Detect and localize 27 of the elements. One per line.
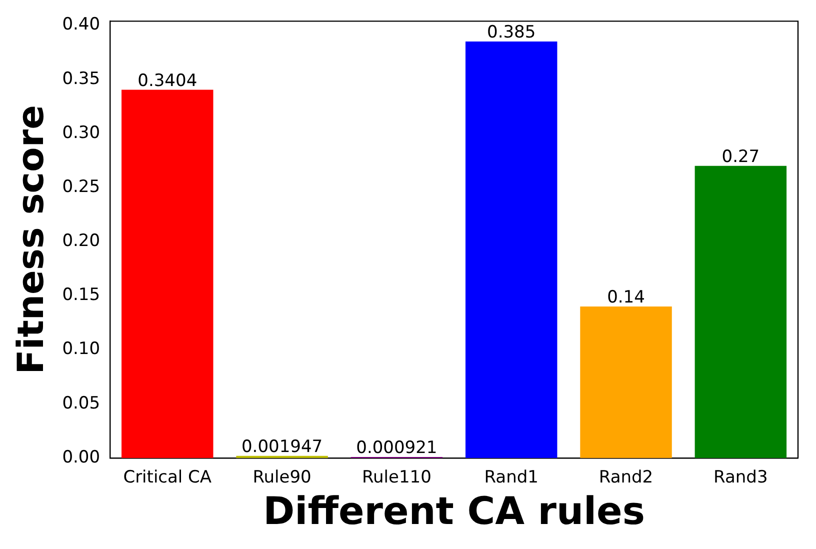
y-tick-label: 0.35 [62,68,100,89]
data-label: 0.001947 [241,436,323,457]
bar [465,42,558,458]
bar [122,90,214,458]
x-tick-label: Rand3 [714,468,768,488]
x-tick-label: Rand2 [598,468,654,488]
y-tick-label: 0.30 [62,122,100,143]
y-tick-label: 0.40 [62,14,100,35]
data-label: 0.27 [722,146,760,167]
y-tick-label: 0.00 [62,447,100,468]
y-tick-label: 0.05 [62,393,100,414]
bar [694,166,787,458]
data-label: 0.3404 [138,70,198,91]
y-tick-label: 0.25 [62,176,100,197]
y-tick-label: 0.15 [62,285,100,306]
data-label: 0.14 [607,288,645,308]
x-tick-label: Rule110 [362,468,432,488]
x-tick-label: Rand1 [484,468,538,488]
y-tick-label: 0.20 [62,231,100,252]
x-tick-label: Critical CA [123,468,212,488]
x-tick-label: Rule90 [252,468,312,488]
x-axis-title: Different CA rules [263,489,645,534]
y-tick-label: 0.10 [62,339,100,360]
data-label: 0.385 [487,22,536,43]
bar [580,306,672,458]
data-label: 0.000921 [356,438,438,458]
y-axis-title: Fitness score [10,104,52,374]
